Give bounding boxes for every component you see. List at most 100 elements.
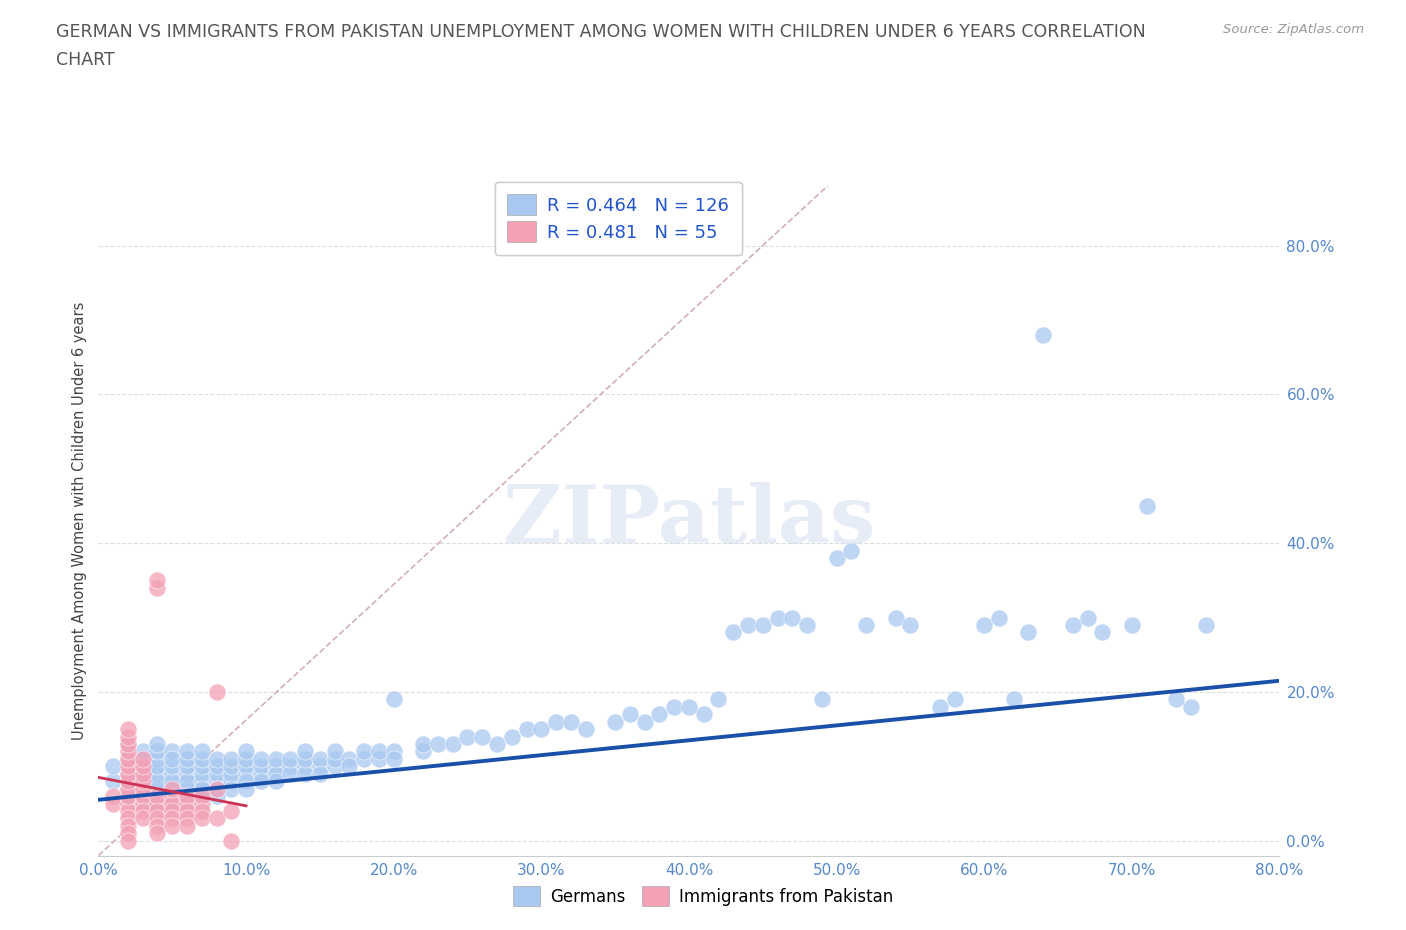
Point <box>1077 610 1099 625</box>
Point <box>117 722 139 737</box>
Point <box>560 714 582 729</box>
Point <box>162 774 183 789</box>
Point <box>191 789 214 804</box>
Point <box>176 789 198 804</box>
Point <box>294 766 316 781</box>
Point <box>264 766 287 781</box>
Point <box>146 573 169 588</box>
Point <box>1017 625 1039 640</box>
Point <box>205 759 228 774</box>
Legend: Germans, Immigrants from Pakistan: Germans, Immigrants from Pakistan <box>506 880 900 912</box>
Point <box>176 789 198 804</box>
Point <box>250 766 273 781</box>
Point <box>219 766 242 781</box>
Point <box>648 707 671 722</box>
Point <box>900 618 922 632</box>
Point <box>678 699 700 714</box>
Point <box>323 744 346 759</box>
Point <box>219 781 242 796</box>
Point <box>162 781 183 796</box>
Point <box>205 811 228 826</box>
Point <box>146 737 169 751</box>
Point <box>278 766 302 781</box>
Point <box>664 699 686 714</box>
Point <box>117 751 139 766</box>
Point <box>117 766 139 781</box>
Point <box>382 751 405 766</box>
Point <box>117 774 139 789</box>
Point <box>309 751 332 766</box>
Point <box>132 789 155 804</box>
Point <box>456 729 478 744</box>
Point <box>146 580 169 595</box>
Point <box>515 722 537 737</box>
Point <box>146 796 169 811</box>
Point <box>132 796 155 811</box>
Point <box>117 766 139 781</box>
Point <box>309 759 332 774</box>
Point <box>294 751 316 766</box>
Point <box>162 781 183 796</box>
Point <box>146 781 169 796</box>
Point <box>132 759 155 774</box>
Point <box>162 759 183 774</box>
Point <box>412 744 434 759</box>
Point <box>103 789 125 804</box>
Point <box>928 699 950 714</box>
Point <box>250 759 273 774</box>
Point <box>751 618 773 632</box>
Text: GERMAN VS IMMIGRANTS FROM PAKISTAN UNEMPLOYMENT AMONG WOMEN WITH CHILDREN UNDER : GERMAN VS IMMIGRANTS FROM PAKISTAN UNEMP… <box>56 23 1146 41</box>
Point <box>839 543 862 558</box>
Point <box>117 804 139 818</box>
Text: Source: ZipAtlas.com: Source: ZipAtlas.com <box>1223 23 1364 36</box>
Point <box>1062 618 1084 632</box>
Point <box>1195 618 1218 632</box>
Text: CHART: CHART <box>56 51 115 69</box>
Point <box>176 744 198 759</box>
Point <box>337 751 360 766</box>
Point <box>1164 692 1187 707</box>
Point <box>117 744 139 759</box>
Legend: R = 0.464   N = 126, R = 0.481   N = 55: R = 0.464 N = 126, R = 0.481 N = 55 <box>495 181 741 255</box>
Point <box>132 766 155 781</box>
Point <box>323 759 346 774</box>
Point <box>693 707 716 722</box>
Point <box>162 744 183 759</box>
Point <box>973 618 995 632</box>
Point <box>353 744 375 759</box>
Point <box>117 789 139 804</box>
Point <box>132 804 155 818</box>
Point <box>235 774 257 789</box>
Point <box>132 751 155 766</box>
Point <box>250 751 273 766</box>
Point <box>382 692 405 707</box>
Point <box>294 759 316 774</box>
Point <box>323 751 346 766</box>
Point <box>117 818 139 833</box>
Point <box>176 766 198 781</box>
Point <box>117 833 139 848</box>
Y-axis label: Unemployment Among Women with Children Under 6 years: Unemployment Among Women with Children U… <box>72 301 87 740</box>
Point <box>368 751 391 766</box>
Point <box>176 811 198 826</box>
Point <box>162 804 183 818</box>
Point <box>176 751 198 766</box>
Point <box>264 759 287 774</box>
Point <box>132 789 155 804</box>
Point <box>117 729 139 744</box>
Point <box>337 759 360 774</box>
Point <box>191 774 214 789</box>
Point <box>796 618 818 632</box>
Point <box>191 789 214 804</box>
Point <box>132 759 155 774</box>
Point <box>146 811 169 826</box>
Point <box>162 789 183 804</box>
Point <box>117 781 139 796</box>
Point <box>191 781 214 796</box>
Point <box>146 766 169 781</box>
Point <box>146 751 169 766</box>
Point <box>278 759 302 774</box>
Point <box>146 789 169 804</box>
Point <box>103 774 125 789</box>
Point <box>544 714 567 729</box>
